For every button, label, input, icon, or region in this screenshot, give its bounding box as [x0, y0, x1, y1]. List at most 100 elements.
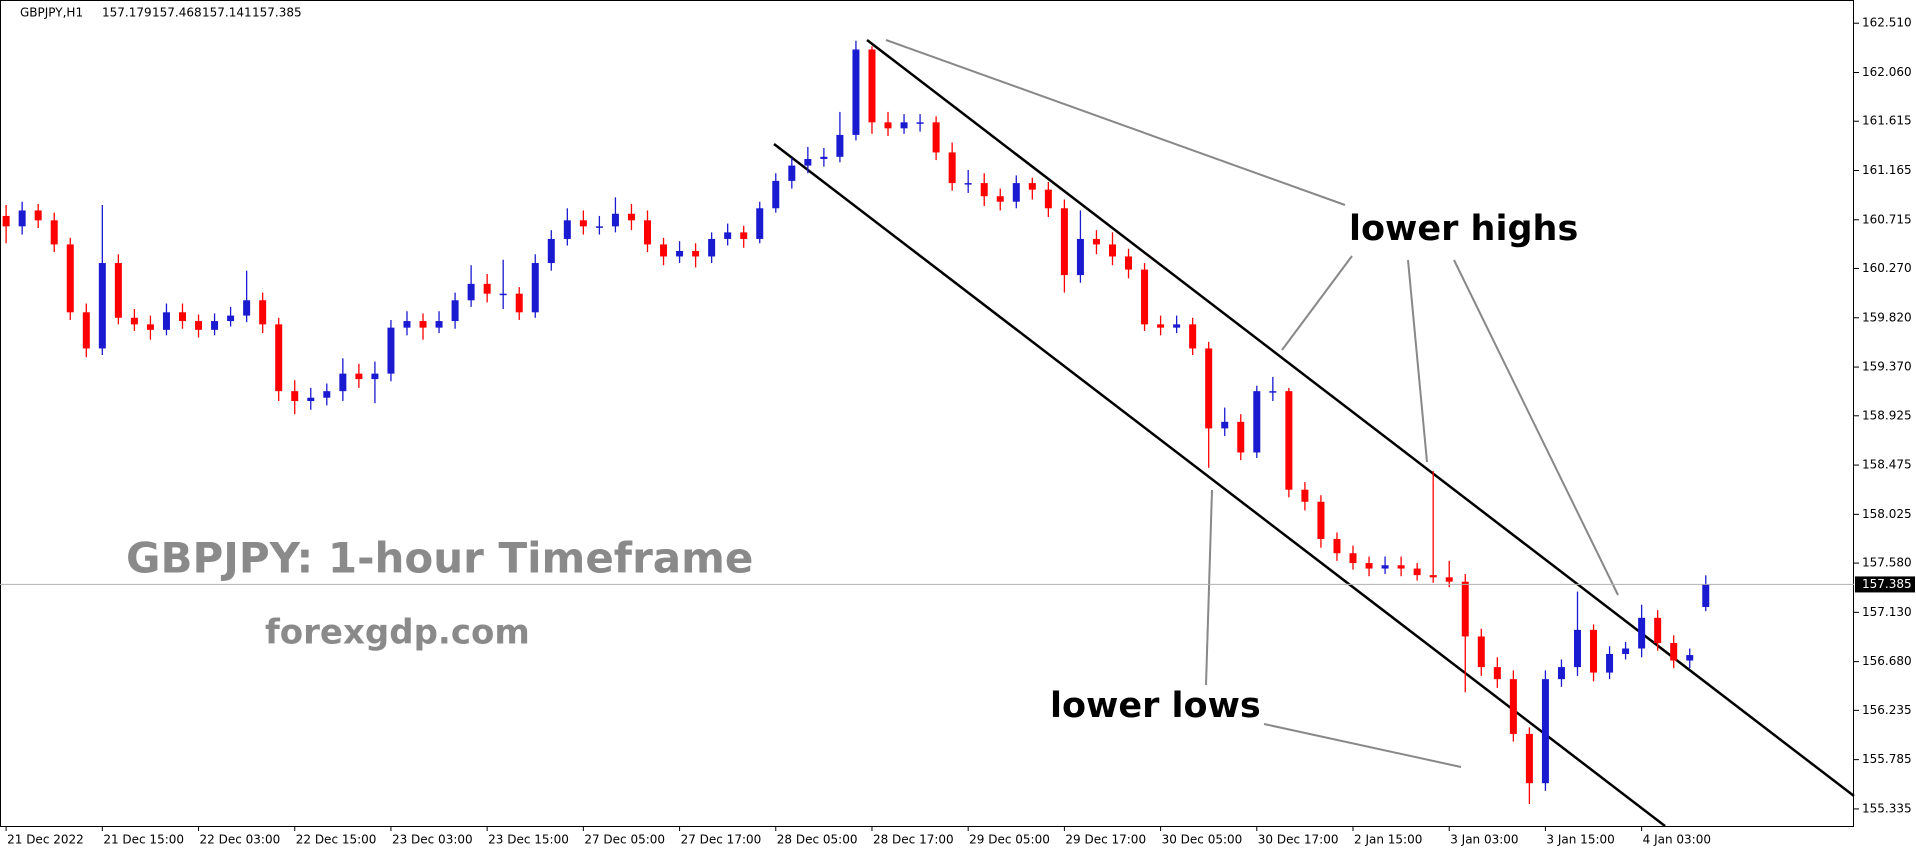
candle-body: [515, 293, 523, 313]
candle-body: [291, 391, 299, 402]
watermark-title: GBPJPY: 1-hour Timeframe: [126, 534, 753, 583]
candle-body: [676, 250, 684, 257]
candle-body: [1108, 244, 1116, 257]
candle-body: [243, 300, 251, 316]
candle-body: [371, 373, 379, 380]
watermark-site: forexgdp.com: [265, 613, 530, 653]
candle-body: [948, 152, 956, 184]
candle-body: [1237, 421, 1245, 453]
candle-body: [323, 391, 331, 398]
candle-body: [178, 312, 186, 322]
y-tick-label: 157.130: [1862, 605, 1912, 619]
candle-body: [162, 312, 170, 330]
candle-body: [916, 122, 924, 124]
candle-body: [1141, 269, 1149, 325]
annotation: lower highs: [1349, 209, 1578, 249]
candle-body: [1221, 421, 1229, 429]
y-tick-label: 160.715: [1862, 212, 1912, 226]
candle-body: [2, 215, 10, 227]
x-tick-label: 28 Dec 17:00: [873, 833, 954, 847]
x-tick-label: 30 Dec 17:00: [1258, 833, 1339, 847]
candle-body: [804, 159, 812, 166]
candle-body: [660, 244, 668, 257]
candle-body: [1333, 538, 1341, 554]
candle-body: [1012, 183, 1020, 202]
candle-body: [756, 208, 764, 239]
candle-body: [1349, 553, 1357, 564]
pointer: [1205, 489, 1213, 686]
candle-body: [307, 397, 315, 402]
y-tick-label: 155.335: [1862, 801, 1912, 815]
x-tick-label: 30 Dec 05:00: [1162, 833, 1243, 847]
pointer: [1453, 259, 1619, 596]
ohlc-high: 157.468: [152, 6, 202, 20]
candle-body: [1173, 324, 1181, 328]
y-tick-label: 159.370: [1862, 360, 1912, 374]
candle-body: [467, 283, 475, 301]
candle-body: [563, 220, 571, 239]
candle-body: [1413, 568, 1421, 576]
candle-body: [1445, 577, 1453, 582]
channel-upper: [866, 39, 1855, 797]
y-tick-label: 161.615: [1862, 114, 1912, 128]
candle-body: [1461, 581, 1469, 637]
candle-body: [595, 226, 603, 228]
candle-body: [403, 321, 411, 328]
ohlc-close: 157.385: [252, 6, 302, 20]
candle-body: [1317, 501, 1325, 539]
candle-body: [339, 373, 347, 392]
candle-body: [1253, 391, 1261, 453]
y-tick-label: 156.680: [1862, 654, 1912, 668]
y-tick-label: 162.510: [1862, 16, 1912, 30]
y-tick-label: 158.925: [1862, 408, 1912, 422]
candle-body: [1285, 391, 1293, 490]
x-tick-label: 28 Dec 05:00: [777, 833, 858, 847]
candle-body: [1654, 617, 1662, 644]
candle-body: [932, 122, 940, 153]
x-tick-label: 23 Dec 03:00: [392, 833, 473, 847]
candle-body: [18, 210, 26, 227]
candle-body: [1525, 733, 1533, 784]
candle-body: [1381, 565, 1389, 569]
candle-body: [146, 324, 154, 330]
candle-body: [435, 321, 443, 328]
candle-body: [547, 238, 555, 264]
y-tick-label: 160.270: [1862, 261, 1912, 275]
candle-body: [1429, 575, 1437, 578]
candle-body: [66, 244, 74, 313]
candle-body: [1702, 584, 1710, 607]
candle-body: [1590, 629, 1598, 673]
candle-body: [98, 263, 106, 349]
candle-body: [1125, 256, 1133, 270]
candle-body: [1205, 348, 1213, 429]
candle-body: [1493, 667, 1501, 680]
ohlc-open: 157.179: [102, 6, 152, 20]
candle-body: [1189, 324, 1197, 349]
candle-body: [1557, 667, 1565, 680]
candle-body: [579, 220, 587, 227]
candle-body: [820, 156, 828, 160]
x-tick-label: 27 Dec 05:00: [584, 833, 665, 847]
candle-body: [1028, 183, 1036, 190]
candle-body: [50, 220, 58, 245]
candle-body: [1060, 208, 1068, 276]
annotation-pointers: [885, 39, 1619, 768]
annotation: lower lows: [1050, 686, 1261, 726]
candle-body: [1686, 655, 1694, 661]
candle-body: [708, 238, 716, 257]
candle-body: [82, 312, 90, 349]
candle-body: [499, 293, 507, 296]
candle-body: [964, 183, 972, 185]
x-tick-label: 3 Jan 03:00: [1450, 833, 1518, 847]
x-tick-label: 22 Dec 03:00: [200, 833, 281, 847]
x-tick-label: 2 Jan 15:00: [1354, 833, 1422, 847]
x-tick-label: 29 Dec 05:00: [969, 833, 1050, 847]
candle-body: [884, 122, 892, 129]
x-tick-label: 23 Dec 15:00: [488, 833, 569, 847]
candle-body: [227, 315, 235, 322]
candle-body: [1573, 629, 1581, 668]
candle-body: [852, 49, 860, 135]
candle-body: [772, 180, 780, 209]
pointer: [1263, 723, 1462, 768]
